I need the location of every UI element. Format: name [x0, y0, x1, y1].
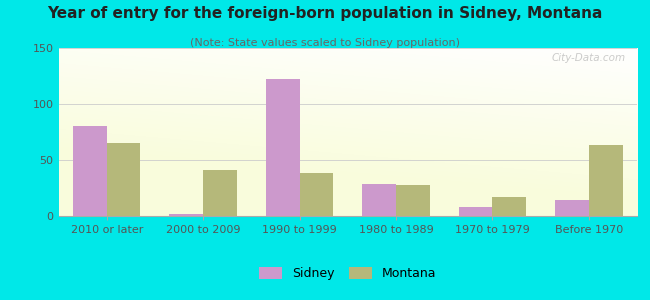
Bar — [555, 200, 589, 216]
Text: Year of entry for the foreign-born population in Sidney, Montana: Year of entry for the foreign-born popul… — [47, 6, 603, 21]
Bar — [266, 80, 300, 216]
Bar — [107, 143, 140, 216]
Bar — [300, 173, 333, 216]
Bar — [203, 170, 237, 216]
Bar — [362, 184, 396, 216]
Legend: Sidney, Montana: Sidney, Montana — [259, 267, 436, 280]
Text: City-Data.com: City-Data.com — [551, 53, 625, 63]
Bar — [589, 146, 623, 216]
Bar — [170, 214, 203, 216]
Bar — [493, 197, 526, 216]
Bar — [73, 126, 107, 216]
Bar — [459, 207, 493, 216]
Bar — [396, 184, 430, 216]
Text: (Note: State values scaled to Sidney population): (Note: State values scaled to Sidney pop… — [190, 38, 460, 47]
